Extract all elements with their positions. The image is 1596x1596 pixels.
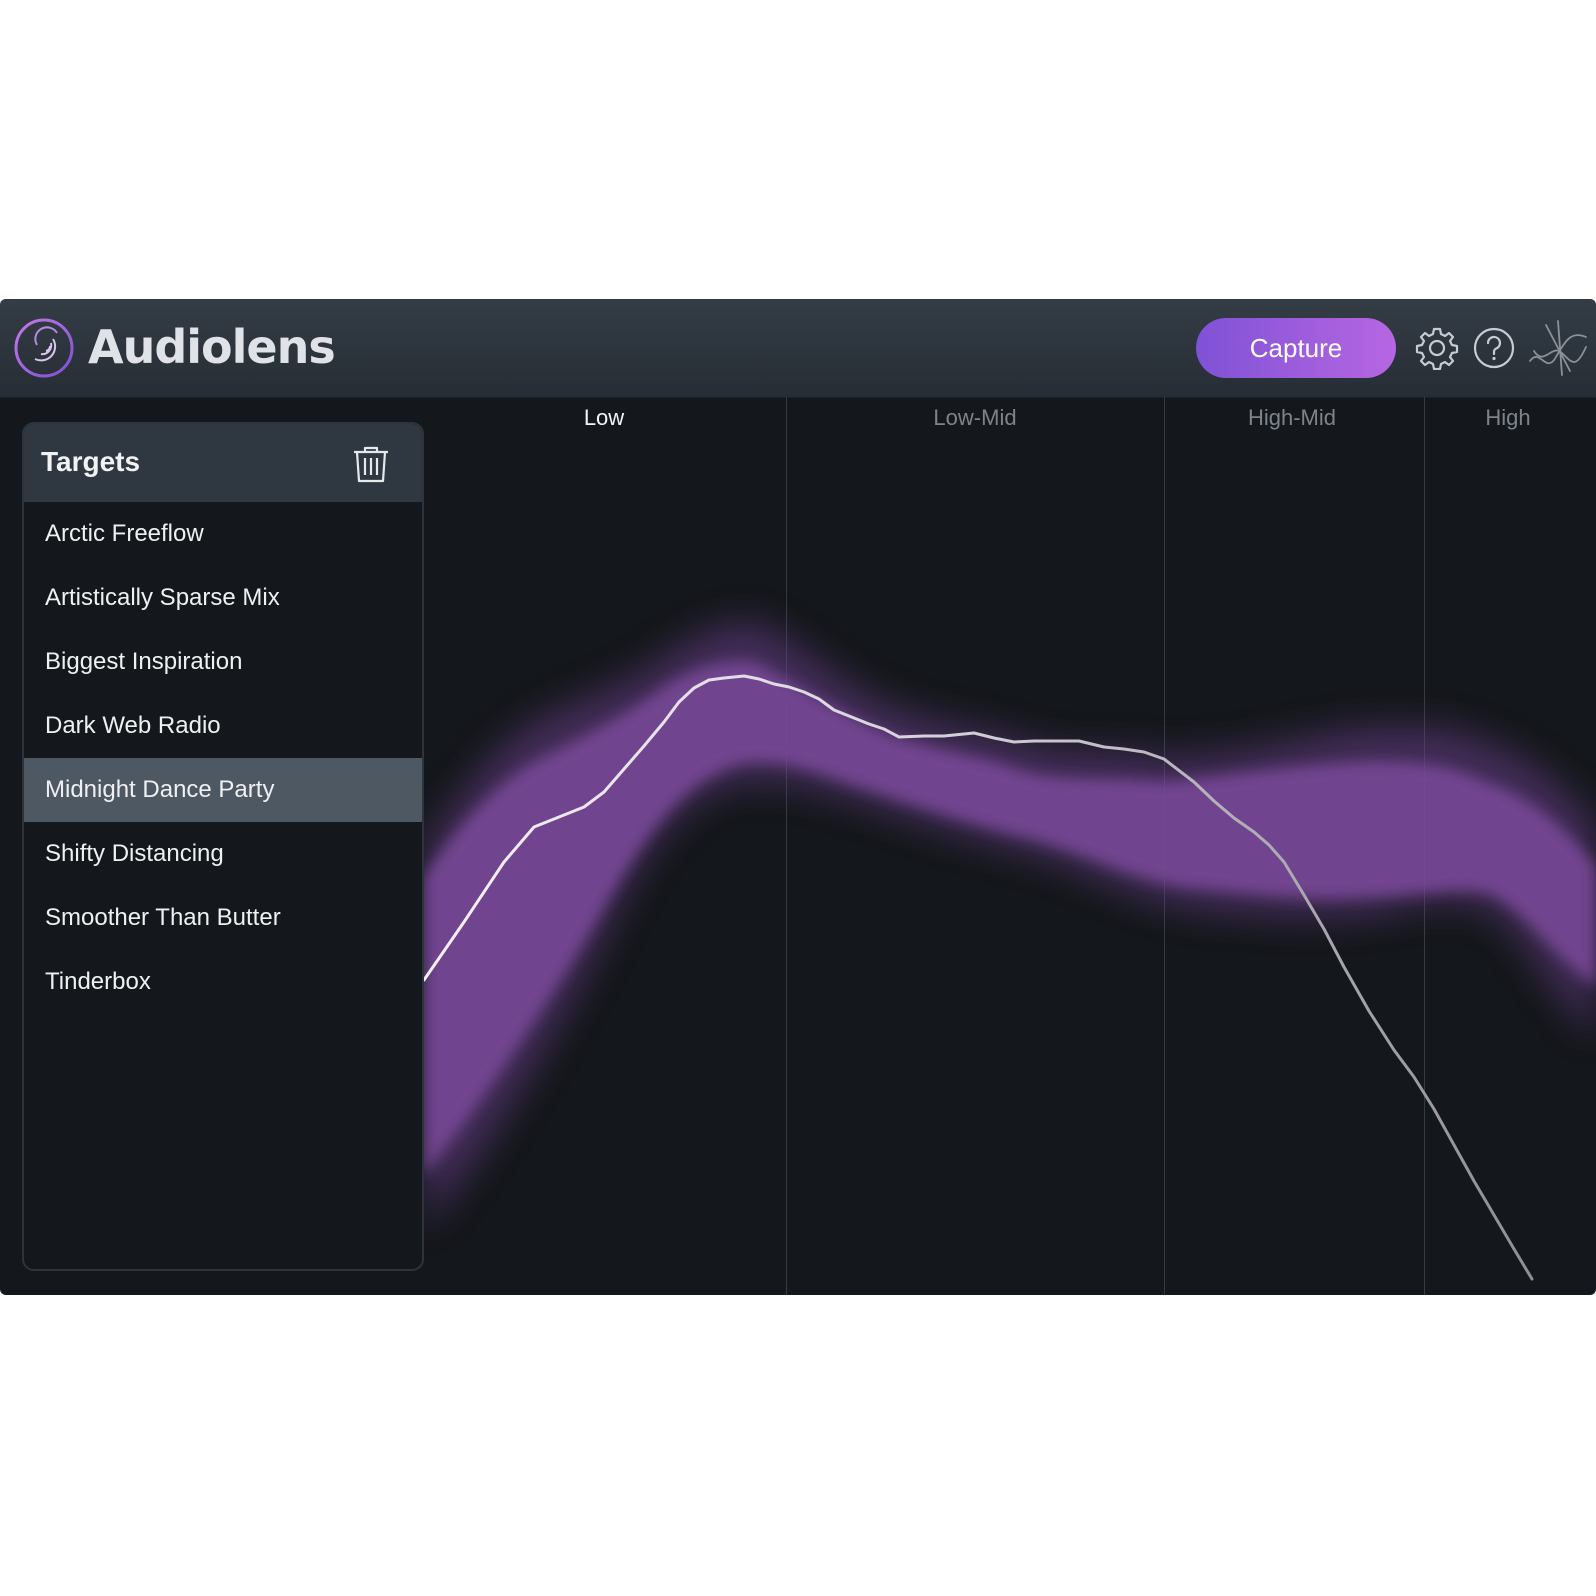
targets-header: Targets [24, 424, 422, 502]
target-list: Arctic Freeflow Artistically Sparse Mix … [24, 502, 422, 1014]
band-label-low[interactable]: Low [583, 405, 625, 430]
band-divider [786, 397, 787, 1295]
band-label-high[interactable]: High [1485, 405, 1531, 430]
app-title: Audiolens [88, 320, 336, 374]
target-item-midnight-dance-party[interactable]: Midnight Dance Party [24, 758, 422, 822]
capture-button[interactable]: Capture [1196, 318, 1396, 378]
target-item-smoother-than-butter[interactable]: Smoother Than Butter [45, 904, 281, 931]
question-circle-icon[interactable] [1472, 326, 1516, 370]
target-item-biggest-inspiration[interactable]: Biggest Inspiration [45, 648, 243, 675]
band-label-low-mid[interactable]: Low-Mid [933, 405, 1017, 430]
trash-icon[interactable] [352, 444, 390, 484]
target-band [424, 661, 1596, 1177]
gear-icon[interactable] [1415, 326, 1459, 370]
target-item-arctic-freeflow[interactable]: Arctic Freeflow [45, 520, 204, 547]
audiolens-window: Audiolens Capture Targets [0, 299, 1596, 1295]
band-label-high-mid[interactable]: High-Mid [1247, 405, 1337, 430]
header-bar: Audiolens Capture [0, 299, 1596, 398]
spectrum-plot [424, 622, 1596, 1281]
target-item-tinderbox[interactable]: Tinderbox [45, 968, 151, 995]
targets-title: Targets [41, 446, 141, 477]
waveform-logo-icon[interactable] [1528, 317, 1588, 379]
target-item-dark-web-radio[interactable]: Dark Web Radio [45, 712, 221, 739]
target-item-shifty-distancing[interactable]: Shifty Distancing [45, 840, 224, 867]
captured-curve [424, 674, 1534, 1281]
target-item-artistically-sparse-mix[interactable]: Artistically Sparse Mix [45, 584, 280, 611]
audiolens-logo-icon [14, 318, 74, 378]
spectrum-graph[interactable]: Low Low-Mid High-Mid High [424, 397, 1596, 1295]
target-band-glow [424, 622, 1596, 1227]
targets-panel: Targets Arctic Freeflow Artistically Spa… [22, 422, 424, 1271]
